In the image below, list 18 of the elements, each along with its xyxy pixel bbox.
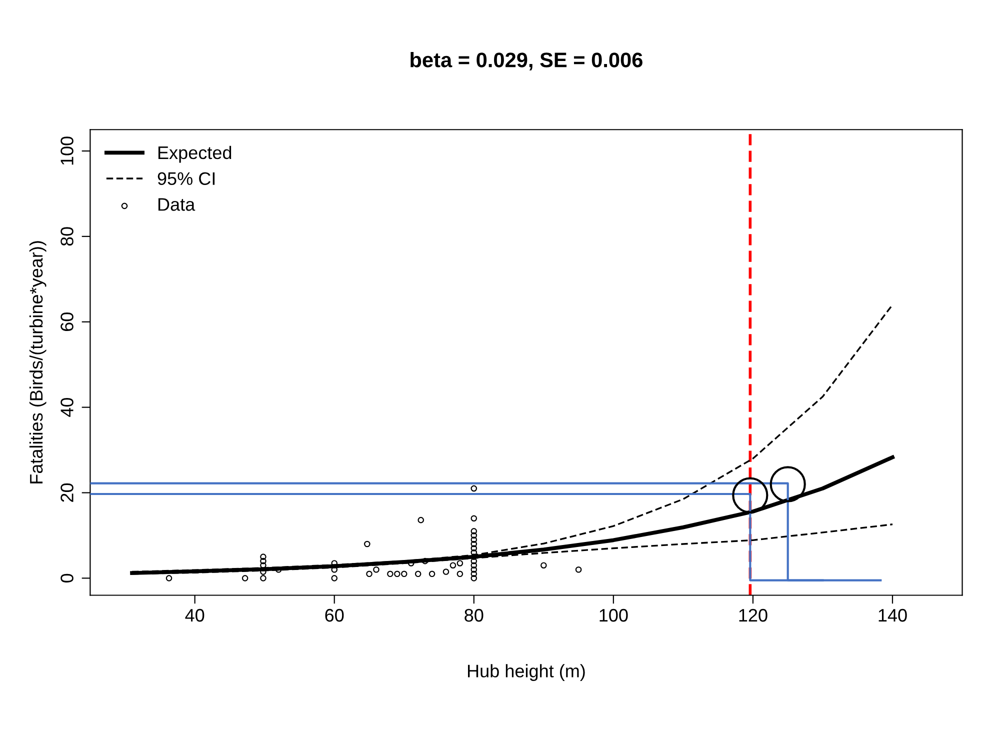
y-axis-title: Fatalities (Birds/(turbine*year)): [29, 241, 46, 484]
y-tick-label: 40: [60, 398, 74, 417]
y-tick-label: 60: [60, 312, 74, 331]
y-tick-label: 100: [60, 136, 74, 165]
x-tick-label: 100: [600, 608, 628, 622]
y-tick-label: 0: [60, 574, 74, 582]
x-tick-label: 40: [185, 608, 204, 622]
legend-label: 95% CI: [158, 172, 215, 185]
legend-label: Expected: [158, 146, 232, 163]
x-tick-label: 120: [739, 608, 768, 622]
y-tick-label: 20: [60, 483, 74, 502]
chart-title: beta = 0.029, SE = 0.006: [410, 52, 642, 70]
legend-label: Data: [158, 198, 196, 211]
x-axis-title: Hub height (m): [468, 664, 585, 681]
x-tick-label: 60: [325, 608, 344, 622]
x-tick-label: 80: [464, 608, 484, 622]
y-tick-label: 80: [60, 227, 74, 246]
x-tick-label: 140: [878, 608, 907, 622]
